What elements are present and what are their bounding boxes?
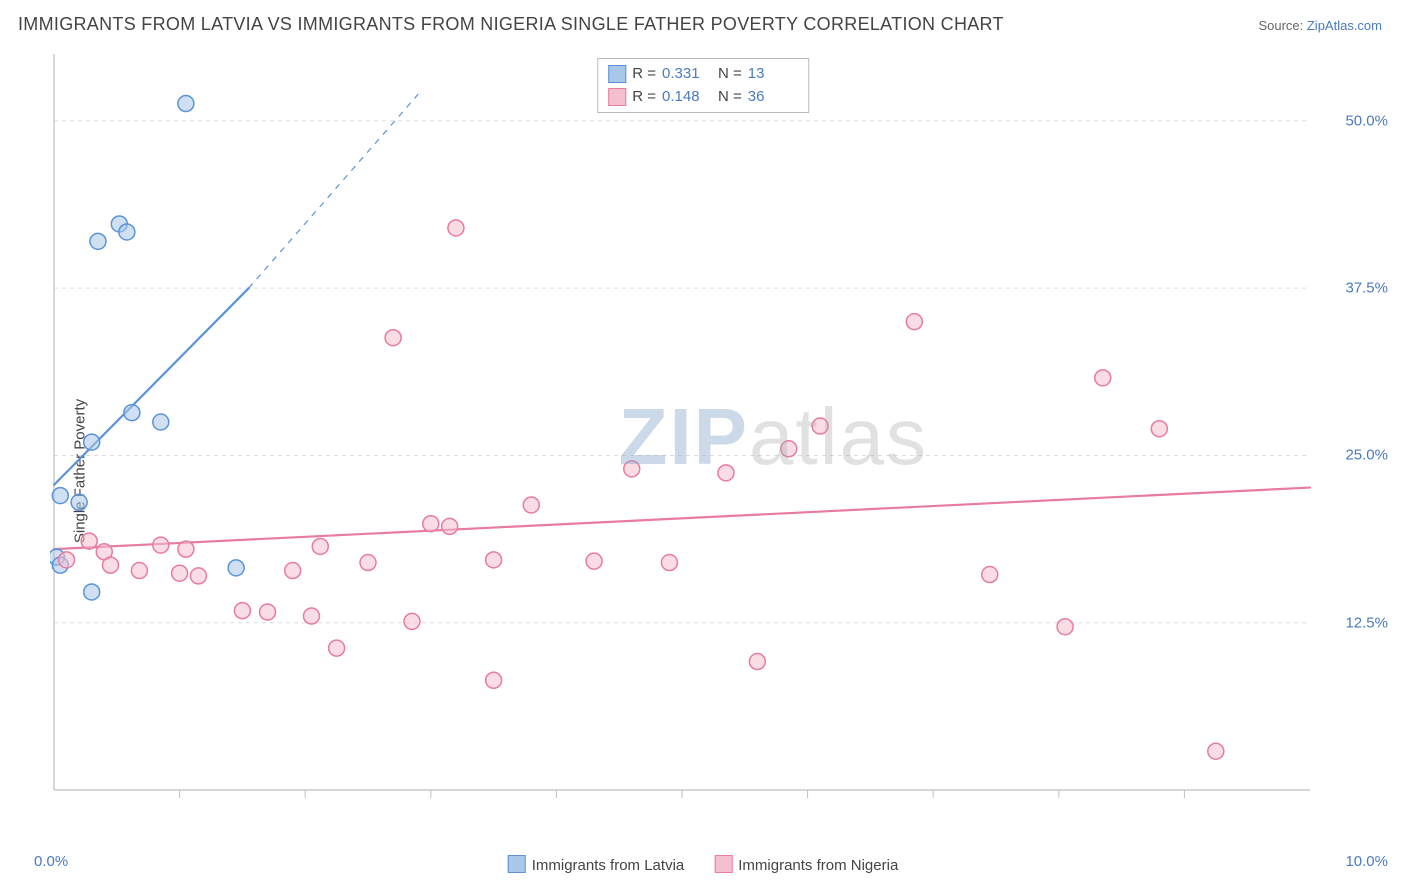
source-prefix: Source:: [1258, 18, 1306, 33]
y-tick-label: 12.5%: [1345, 614, 1388, 631]
legend-swatch-icon: [608, 65, 626, 83]
stats-row: R = 0.148 N = 36: [608, 86, 798, 109]
legend-label: Immigrants from Nigeria: [738, 857, 898, 874]
r-label: R =: [632, 63, 656, 86]
y-tick-label: 37.5%: [1345, 280, 1388, 297]
legend-item: Immigrants from Latvia: [508, 855, 685, 874]
r-value: 0.148: [662, 86, 712, 109]
legend-label: Immigrants from Latvia: [532, 857, 685, 874]
scatter-plot-svg: [50, 50, 1380, 820]
stats-legend: R = 0.331 N = 13 R = 0.148 N = 36: [597, 58, 809, 113]
source-link[interactable]: ZipAtlas.com: [1307, 18, 1382, 33]
n-label: N =: [718, 86, 742, 109]
series-legend: Immigrants from Latvia Immigrants from N…: [508, 855, 899, 874]
r-label: R =: [632, 86, 656, 109]
y-tick-label: 50.0%: [1345, 112, 1388, 129]
chart-area: Single Father Poverty ZIPatlas R = 0.331…: [0, 50, 1406, 892]
legend-swatch-icon: [608, 88, 626, 106]
x-tick-min: 0.0%: [34, 853, 68, 870]
source-label: Source: ZipAtlas.com: [1258, 18, 1382, 33]
chart-title: IMMIGRANTS FROM LATVIA VS IMMIGRANTS FRO…: [18, 14, 1004, 35]
legend-item: Immigrants from Nigeria: [714, 855, 898, 874]
y-tick-label: 25.0%: [1345, 447, 1388, 464]
legend-swatch-icon: [508, 855, 526, 873]
x-tick-max: 10.0%: [1345, 853, 1388, 870]
n-label: N =: [718, 63, 742, 86]
stats-row: R = 0.331 N = 13: [608, 63, 798, 86]
n-value: 36: [748, 86, 798, 109]
r-value: 0.331: [662, 63, 712, 86]
legend-swatch-icon: [714, 855, 732, 873]
n-value: 13: [748, 63, 798, 86]
